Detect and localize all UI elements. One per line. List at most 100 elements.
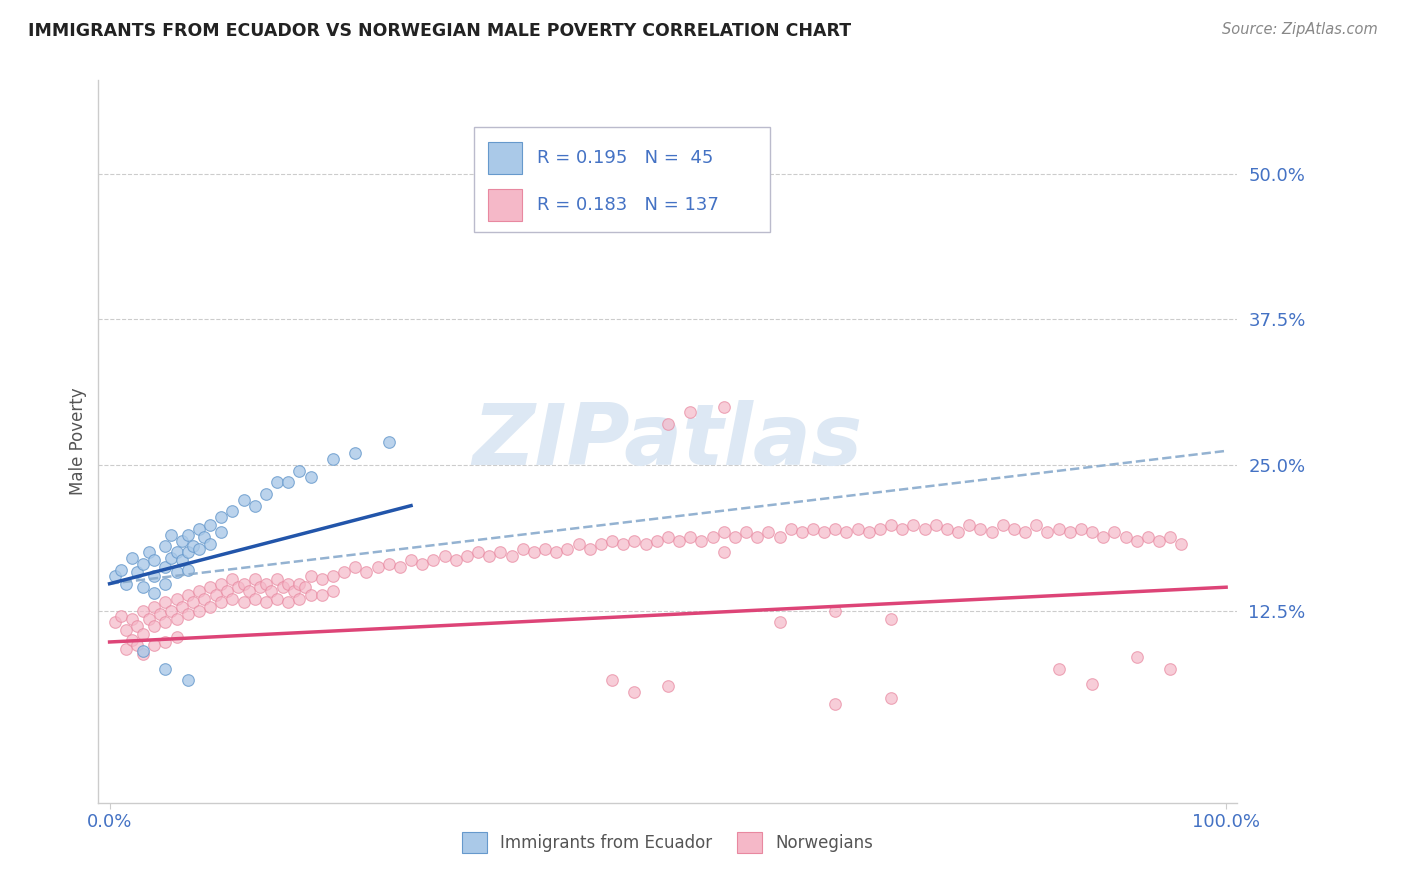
Point <box>260 583 283 598</box>
Point <box>702 530 724 544</box>
Point <box>322 452 344 467</box>
Point <box>444 553 467 567</box>
Point <box>1115 530 1137 544</box>
Point <box>155 560 177 574</box>
Point <box>969 522 991 536</box>
Bar <box>488 188 522 221</box>
Point <box>187 522 209 536</box>
Point <box>143 639 166 653</box>
Point <box>115 642 138 657</box>
Point <box>132 644 155 658</box>
Point <box>1136 530 1159 544</box>
Point <box>221 591 243 606</box>
Point <box>1126 533 1149 548</box>
Point <box>1092 530 1115 544</box>
Point <box>657 417 679 431</box>
Point <box>198 537 221 551</box>
Point <box>388 560 411 574</box>
Point <box>679 530 702 544</box>
Point <box>115 576 138 591</box>
Point <box>311 572 333 586</box>
Point <box>143 600 166 615</box>
Point <box>880 690 903 705</box>
Point <box>333 565 356 579</box>
Point <box>1002 522 1025 536</box>
Point <box>645 533 668 548</box>
Point <box>957 518 980 533</box>
Point <box>824 522 846 536</box>
Point <box>344 446 367 460</box>
Point <box>155 576 177 591</box>
Point <box>713 545 735 559</box>
Point <box>155 540 177 554</box>
Point <box>1047 662 1070 676</box>
Point <box>198 600 221 615</box>
Point <box>344 560 367 574</box>
Text: ZIPatlas: ZIPatlas <box>472 400 863 483</box>
Point <box>254 595 277 609</box>
Point <box>858 525 880 540</box>
Point <box>193 530 215 544</box>
Point <box>193 591 215 606</box>
Point <box>1170 537 1192 551</box>
Point <box>132 647 155 661</box>
Point <box>110 609 132 624</box>
Point <box>143 568 166 582</box>
Point <box>1014 525 1036 540</box>
Point <box>411 557 433 571</box>
Point <box>277 595 299 609</box>
Point <box>546 545 568 559</box>
Point <box>1081 525 1104 540</box>
Point <box>277 475 299 490</box>
Point <box>160 603 183 617</box>
Point <box>277 576 299 591</box>
Point <box>166 612 188 626</box>
Point <box>946 525 969 540</box>
Point <box>534 541 557 556</box>
Point <box>127 565 149 579</box>
Text: R = 0.183   N = 137: R = 0.183 N = 137 <box>537 195 718 213</box>
Point <box>283 583 305 598</box>
Point <box>183 595 205 609</box>
Point <box>322 583 344 598</box>
Point <box>177 607 200 621</box>
Point <box>478 549 501 563</box>
Point <box>249 580 271 594</box>
Point <box>288 464 311 478</box>
Point <box>557 541 579 556</box>
Point <box>756 525 779 540</box>
Point <box>288 591 311 606</box>
Point <box>779 522 801 536</box>
Point <box>377 557 399 571</box>
Point <box>121 612 143 626</box>
Point <box>172 553 194 567</box>
Point <box>578 541 600 556</box>
Point <box>198 580 221 594</box>
Point <box>589 537 612 551</box>
Text: Source: ZipAtlas.com: Source: ZipAtlas.com <box>1222 22 1378 37</box>
Point <box>1159 530 1181 544</box>
Point <box>612 537 634 551</box>
Point <box>271 580 294 594</box>
Point <box>132 603 155 617</box>
Point <box>467 545 489 559</box>
Point <box>724 530 747 544</box>
Point <box>925 518 948 533</box>
Point <box>600 673 623 688</box>
Point <box>115 624 138 638</box>
Point <box>713 525 735 540</box>
Point <box>166 630 188 644</box>
Point <box>294 580 316 594</box>
Point <box>149 607 172 621</box>
Y-axis label: Male Poverty: Male Poverty <box>69 388 87 495</box>
Point <box>155 635 177 649</box>
Point <box>198 518 221 533</box>
Point <box>155 595 177 609</box>
Point <box>104 615 127 630</box>
Point <box>1047 522 1070 536</box>
Point <box>824 603 846 617</box>
Point <box>177 563 200 577</box>
Point <box>299 588 322 602</box>
Point <box>143 553 166 567</box>
Point <box>623 533 645 548</box>
